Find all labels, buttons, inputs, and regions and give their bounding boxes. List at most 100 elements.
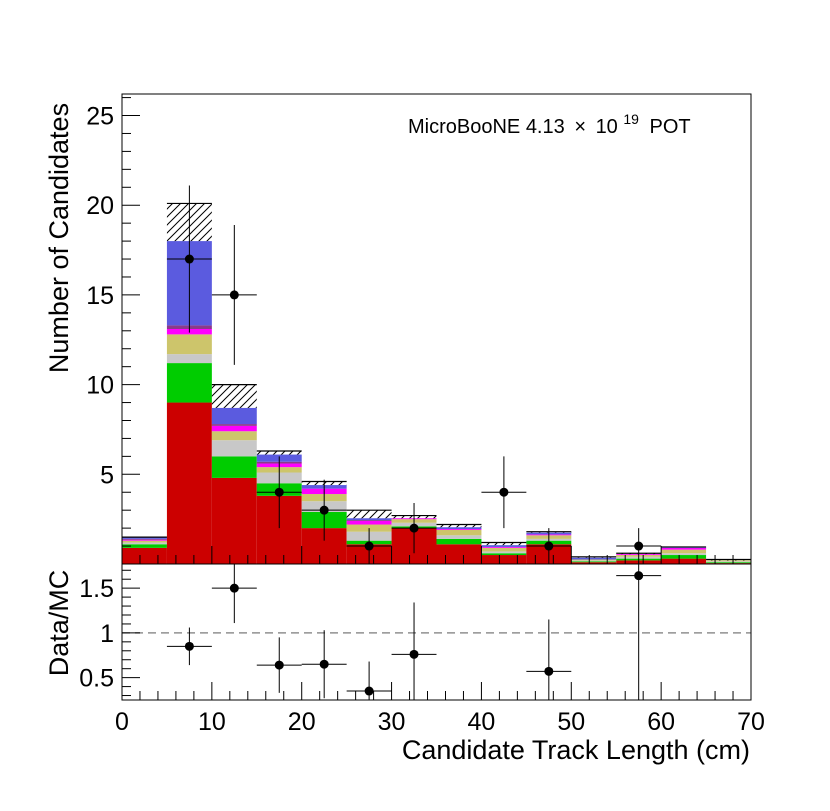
- bar-segment-magenta: [481, 546, 527, 548]
- bar-segment-magenta: [436, 529, 482, 530]
- bar-segment-khaki: [436, 529, 482, 536]
- bar-segment-red: [211, 477, 257, 564]
- bar-segment-red: [661, 558, 707, 564]
- data-point: [319, 505, 329, 515]
- x-tick-label: 50: [557, 708, 585, 736]
- x-tick-label: 30: [378, 708, 406, 736]
- x-tick-label: 0: [115, 708, 129, 736]
- bar-segment-khaki: [706, 560, 751, 562]
- bar-segment-blue: [211, 407, 257, 425]
- bar-segment-green: [706, 562, 751, 564]
- bar-segment-light-grey: [211, 440, 257, 457]
- mc-uncertainty-band: [211, 384, 257, 408]
- x-tick-label: 60: [647, 708, 675, 736]
- data-points: [166, 185, 662, 564]
- data-point: [544, 541, 554, 551]
- x-tick-label: 40: [468, 708, 496, 736]
- y-tick-label: 15: [86, 282, 114, 310]
- ratio-plot-frame: [121, 563, 752, 701]
- bar-segment-blue: [122, 537, 167, 539]
- data-point: [634, 541, 644, 551]
- bar-segment-green: [211, 456, 257, 478]
- ratio-y-tick-label: 1: [100, 620, 114, 648]
- bar-segment-purple: [211, 424, 257, 426]
- bar-segment-magenta: [211, 425, 257, 432]
- bar-segment-purple: [346, 520, 392, 521]
- ratio-y-axis-title: Data/MC: [44, 570, 74, 677]
- bar-segment-light-grey: [706, 561, 751, 563]
- bar-segment-khaki: [571, 559, 617, 561]
- bar-segment-light-grey: [436, 535, 482, 539]
- x-tick-label: 10: [198, 708, 226, 736]
- bar-segment-green: [166, 363, 212, 403]
- ratio-y-tick-label: 1.5: [79, 575, 114, 603]
- x-tick-label: 20: [288, 708, 316, 736]
- ratio-point: [634, 571, 644, 581]
- annotation-times: ×: [574, 116, 586, 138]
- bar-segment-green: [661, 555, 707, 559]
- bar-segment-light-grey: [481, 551, 527, 554]
- bar-segment-red: [122, 547, 167, 564]
- bar-segment-light-grey: [571, 560, 617, 562]
- data-point: [364, 541, 374, 551]
- y-tick-label: 20: [86, 192, 114, 220]
- ratio-point: [184, 641, 194, 651]
- data-point: [409, 523, 419, 533]
- ratio-point: [544, 666, 554, 676]
- bar-segment-blue: [346, 518, 392, 521]
- bar-segment-green: [122, 544, 167, 548]
- bar-segment-blue: [436, 527, 482, 530]
- mc-uncertainty-band: [436, 524, 482, 528]
- bar-segment-green: [436, 538, 482, 545]
- main-x-ticks: [121, 546, 752, 564]
- bar-segment-khaki: [661, 549, 707, 554]
- bar-segment-blue: [571, 557, 617, 560]
- bar-segment-blue: [481, 545, 527, 547]
- mc-uncertainty-band: [346, 510, 392, 519]
- ratio-point: [274, 660, 284, 670]
- ratio-point: [364, 686, 374, 696]
- pot-annotation: MicroBooNE 4.13 × 10 19 POT: [408, 107, 691, 138]
- ratio-point: [229, 583, 239, 593]
- ratio-y-tick-label: 0.5: [79, 665, 114, 693]
- bar-segment-light-grey: [122, 542, 167, 545]
- data-point: [229, 290, 239, 300]
- annotation-exponent: 19: [623, 111, 639, 127]
- bar-segment-red: [481, 555, 527, 564]
- x-tick-label: 70: [737, 708, 765, 736]
- annotation-base: 10: [596, 116, 618, 138]
- ratio-point: [319, 659, 329, 669]
- x-axis-title: Candidate Track Length (cm): [402, 735, 750, 765]
- bar-segment-magenta: [346, 520, 392, 525]
- y-axis-title: Number of Candidates: [44, 103, 74, 373]
- data-point: [274, 487, 284, 497]
- annotation-prefix: MicroBooNE 4.13: [408, 116, 565, 138]
- bar-segment-green: [571, 561, 617, 563]
- ratio-y-axis: 0.5 1 1.5: [79, 569, 140, 697]
- bar-segment-khaki: [481, 547, 527, 552]
- mc-uncertainty-bands: [122, 202, 751, 561]
- bar-segment-khaki: [166, 334, 212, 355]
- mc-uncertainty-band: [481, 542, 527, 546]
- ratio-x-axis: 0 10 20 30 40 50 60 70: [115, 682, 765, 736]
- bar-segment-light-grey: [166, 354, 212, 364]
- data-point: [184, 254, 194, 264]
- data-point: [499, 487, 509, 497]
- bar-segment-magenta: [661, 547, 707, 550]
- bar-segment-red: [166, 402, 212, 564]
- main-y-axis: 5 10 15 20 25: [86, 97, 140, 547]
- bar-segment-magenta: [122, 539, 167, 541]
- bar-segment-light-grey: [661, 553, 707, 556]
- bar-segment-red: [436, 544, 482, 564]
- bar-segment-khaki: [122, 540, 167, 543]
- bar-segment-red: [571, 562, 617, 564]
- y-tick-label: 10: [86, 372, 114, 400]
- bar-segment-khaki: [211, 431, 257, 441]
- ratio-points: [166, 564, 662, 700]
- mc-uncertainty-band: [256, 450, 302, 455]
- y-tick-label: 5: [100, 461, 114, 489]
- ratio-point: [409, 649, 419, 659]
- bar-segment-purple: [122, 538, 167, 540]
